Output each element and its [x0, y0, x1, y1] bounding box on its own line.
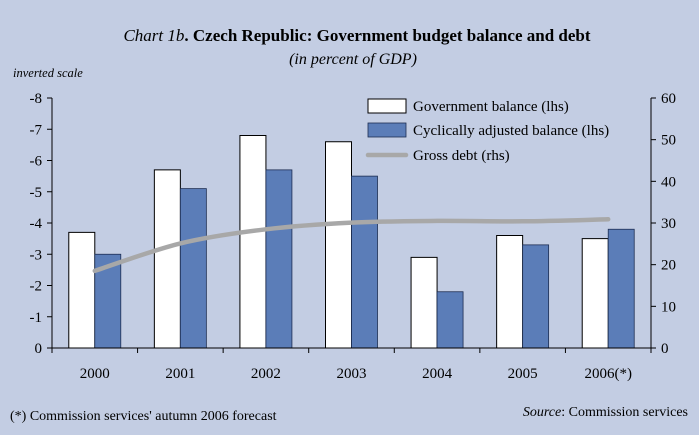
legend-swatch-government-balance — [367, 98, 407, 114]
bar-government-balance-2001 — [153, 169, 181, 349]
right-tick-label: 20 — [661, 258, 676, 274]
bar-cyclically-adjusted-2001 — [179, 188, 207, 349]
x-tick-label: 2004 — [422, 366, 453, 382]
left-tick-label: -1 — [30, 310, 43, 326]
left-tick-label: -6 — [30, 154, 43, 170]
bar-cyclically-adjusted-2004 — [436, 291, 464, 349]
left-tick-label: -4 — [30, 216, 43, 232]
x-tick-label: 2001 — [165, 366, 195, 382]
legend: Government balance (lhs) Cyclically adjus… — [365, 98, 609, 164]
bar-government-balance-2000 — [68, 231, 96, 349]
chart-title-main: Czech Republic: Government budget balanc… — [193, 26, 591, 45]
bar-cyclically-adjusted-2005 — [522, 244, 550, 349]
left-tick-label: -2 — [30, 279, 43, 295]
left-tick-label: -7 — [30, 122, 43, 138]
x-tick-label: 2000 — [80, 366, 110, 382]
left-tick-label: -8 — [30, 91, 43, 107]
legend-swatch-cyclically-adjusted — [367, 122, 407, 138]
x-tick-label: 2006(*) — [584, 366, 632, 382]
left-tick-label: 0 — [35, 341, 43, 357]
right-tick-label: 10 — [661, 299, 676, 315]
bar-government-balance-2004 — [410, 256, 438, 349]
bar-cyclically-adjusted-2000 — [94, 253, 122, 349]
line-gross-debt — [92, 217, 611, 274]
chart-title: Chart 1b. Czech Republic: Government bud… — [123, 26, 590, 45]
right-tick-label: 50 — [661, 133, 676, 149]
chart-subtitle: (in percent of GDP) — [289, 51, 417, 68]
source-note: Source: Commission services — [523, 405, 688, 420]
right-tick-label: 0 — [661, 341, 669, 357]
bar-cyclically-adjusted-2006 — [607, 228, 635, 349]
bar-government-balance-2005 — [496, 235, 524, 349]
left-tick-label: -3 — [30, 247, 43, 263]
right-tick-label: 40 — [661, 174, 676, 190]
plot-area: 0 -1 -2 -3 -4 -5 -6 -7 -8 0 10 20 30 40 50 60 2000 2001 20… — [30, 91, 677, 382]
bar-government-balance-2006 — [581, 238, 609, 349]
chart-title-prefix: Chart 1b — [123, 26, 184, 45]
bar-government-balance-2002 — [239, 135, 267, 349]
legend-label-cyclically-adjusted: Cyclically adjusted balance (lhs) — [413, 123, 609, 139]
x-tick-label: 2005 — [508, 366, 538, 382]
source-label: Source — [523, 405, 561, 420]
source-text: : Commission services — [561, 405, 688, 420]
legend-label-government-balance: Government balance (lhs) — [413, 99, 569, 115]
right-tick-label: 30 — [661, 216, 676, 232]
bar-cyclically-adjusted-2003 — [351, 175, 378, 349]
legend-label-gross-debt: Gross debt (rhs) — [413, 148, 510, 164]
bar-cyclically-adjusted-2002 — [265, 169, 293, 349]
x-tick-label: 2002 — [251, 366, 281, 382]
right-tick-label: 60 — [661, 91, 676, 107]
footnote: (*) Commission services' autumn 2006 for… — [10, 409, 277, 424]
left-tick-label: -5 — [30, 185, 43, 201]
bar-government-balance-2003 — [325, 141, 352, 349]
chart-title-separator: . — [184, 26, 193, 45]
x-tick-label: 2003 — [337, 366, 367, 382]
inverted-scale-note: inverted scale — [13, 66, 83, 80]
